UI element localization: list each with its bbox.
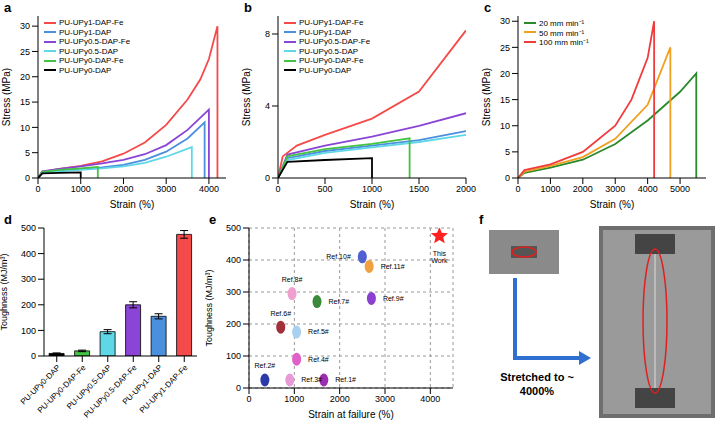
html-text:PU-UPy1-DAP-Fe: PU-UPy1-DAP-Fe — [59, 18, 124, 28]
html-text:PU-UPy1-DAP: PU-UPy1-DAP — [299, 27, 352, 37]
svg-text:4000: 4000 — [199, 184, 219, 194]
svg-text:Stress (MPa): Stress (MPa) — [1, 68, 12, 126]
svg-text:Toughness (MJ/m³): Toughness (MJ/m³) — [0, 253, 9, 330]
svg-text:Ref.9#: Ref.9# — [383, 295, 404, 302]
svg-text:100: 100 — [226, 351, 241, 361]
html-text:PU-UPy0-DAP: PU-UPy0-DAP — [59, 65, 112, 75]
svg-text:400: 400 — [226, 255, 241, 265]
svg-text:Ref.2#: Ref.2# — [255, 362, 276, 369]
svg-text:25: 25 — [500, 43, 510, 53]
svg-text:Ref.7#: Ref.7# — [329, 298, 350, 305]
svg-text:300: 300 — [21, 274, 36, 284]
html-text:PU-UPy0-DAP-Fe: PU-UPy0-DAP-Fe — [299, 56, 364, 66]
svg-text:Strain (%): Strain (%) — [350, 199, 394, 210]
svg-text:200: 200 — [21, 300, 36, 310]
svg-text:Ref.4#: Ref.4# — [308, 356, 329, 363]
svg-text:0: 0 — [35, 184, 40, 194]
html-text:d: d — [4, 212, 12, 227]
svg-text:3000: 3000 — [605, 184, 625, 194]
svg-text:Stress (MPa): Stress (MPa) — [481, 68, 492, 126]
svg-text:PU-UPy0.5-DAP: PU-UPy0.5-DAP — [65, 363, 113, 411]
svg-text:200: 200 — [226, 319, 241, 329]
svg-text:5: 5 — [505, 147, 510, 157]
html-text:100 mm min⁻¹: 100 mm min⁻¹ — [539, 38, 589, 48]
svg-text:0: 0 — [265, 173, 270, 183]
svg-text:1000: 1000 — [362, 184, 382, 194]
svg-text:1000: 1000 — [71, 184, 91, 194]
svg-text:0: 0 — [515, 184, 520, 194]
html-text:PU-UPy0-DAP: PU-UPy0-DAP — [299, 65, 352, 75]
svg-text:Toughness (MJ/m³): Toughness (MJ/m³) — [205, 269, 214, 346]
svg-text:PU-UPy0-DAP-Fe: PU-UPy0-DAP-Fe — [35, 363, 88, 415]
svg-text:4000: 4000 — [638, 184, 658, 194]
svg-text:1000: 1000 — [540, 184, 560, 194]
svg-text:PU-UPy0.5-DAP-Fe: PU-UPy0.5-DAP-Fe — [82, 363, 139, 420]
html-text:Stretched to ~ 4000%: Stretched to ~ 4000% — [500, 371, 574, 397]
svg-text:0: 0 — [25, 173, 30, 183]
svg-text:10: 10 — [20, 123, 30, 133]
svg-text:Ref.3#: Ref.3# — [301, 376, 322, 383]
svg-text:8: 8 — [265, 29, 270, 39]
html-text:20 mm min⁻¹: 20 mm min⁻¹ — [539, 19, 585, 29]
svg-text:2000: 2000 — [573, 184, 593, 194]
svg-text:0: 0 — [505, 173, 510, 183]
svg-text:0: 0 — [236, 383, 241, 393]
html-text:PU-UPy1-DAP: PU-UPy1-DAP — [59, 27, 112, 37]
svg-text:Ref.5#: Ref.5# — [308, 328, 329, 335]
html-text:a: a — [4, 0, 12, 15]
svg-text:4: 4 — [265, 101, 270, 111]
svg-text:5000: 5000 — [670, 184, 690, 194]
html-text:PU-UPy1-DAP-Fe: PU-UPy1-DAP-Fe — [299, 18, 364, 28]
svg-text:15: 15 — [500, 95, 510, 105]
svg-text:4000: 4000 — [420, 394, 440, 404]
html-text:b: b — [244, 0, 252, 15]
svg-text:1500: 1500 — [409, 184, 429, 194]
svg-text:Ref.6#: Ref.6# — [270, 310, 291, 317]
svg-text:0: 0 — [246, 394, 251, 404]
html-text:PU-UPy0.5-DAP-Fe: PU-UPy0.5-DAP-Fe — [59, 37, 131, 47]
svg-text:5: 5 — [25, 148, 30, 158]
svg-text:400: 400 — [21, 249, 36, 259]
svg-text:Strain (%): Strain (%) — [110, 199, 154, 210]
svg-text:0: 0 — [275, 184, 280, 194]
svg-text:15: 15 — [20, 97, 30, 107]
svg-text:20: 20 — [20, 72, 30, 82]
svg-text:Stress (MPa): Stress (MPa) — [241, 68, 252, 126]
svg-text:500: 500 — [226, 223, 241, 233]
svg-text:2000: 2000 — [113, 184, 133, 194]
svg-text:Strain (%): Strain (%) — [590, 199, 634, 210]
svg-text:PU-UPy0-DAP: PU-UPy0-DAP — [18, 363, 63, 407]
svg-text:PU-UPy1-DAP-Fe: PU-UPy1-DAP-Fe — [138, 363, 190, 415]
html-text:e: e — [209, 212, 217, 227]
svg-text:Ref.1#: Ref.1# — [335, 376, 356, 383]
svg-text:2000: 2000 — [330, 394, 350, 404]
svg-text:Ref.11#: Ref.11# — [381, 263, 405, 270]
html-text:50 mm min⁻¹: 50 mm min⁻¹ — [539, 28, 585, 38]
html-text:f: f — [479, 212, 484, 227]
html-text:PU-UPy0-DAP-Fe: PU-UPy0-DAP-Fe — [59, 56, 124, 66]
svg-text:Strain at failure (%): Strain at failure (%) — [308, 409, 394, 420]
svg-text:2000: 2000 — [456, 184, 476, 194]
svg-text:30: 30 — [20, 21, 30, 31]
html-text:PU-UPy0.5-DAP-Fe: PU-UPy0.5-DAP-Fe — [299, 37, 371, 47]
svg-text:Ref.10#: Ref.10# — [326, 253, 351, 260]
svg-text:1000: 1000 — [284, 394, 304, 404]
html-text:PU-UPy0.5-DAP: PU-UPy0.5-DAP — [299, 46, 359, 56]
html-text:c: c — [484, 0, 492, 15]
svg-text:500: 500 — [317, 184, 332, 194]
svg-text:300: 300 — [226, 287, 241, 297]
svg-text:500: 500 — [21, 223, 36, 233]
svg-text:10: 10 — [500, 121, 510, 131]
svg-text:100: 100 — [21, 326, 36, 336]
svg-text:ThisWork: ThisWork — [431, 250, 448, 264]
svg-text:3000: 3000 — [156, 184, 176, 194]
svg-text:3000: 3000 — [375, 394, 395, 404]
svg-text:Ref.8#: Ref.8# — [282, 276, 303, 283]
svg-text:30: 30 — [500, 16, 510, 26]
svg-text:0: 0 — [31, 351, 36, 361]
svg-text:25: 25 — [20, 47, 30, 57]
html-text:PU-UPy0.5-DAP: PU-UPy0.5-DAP — [59, 46, 119, 56]
svg-text:20: 20 — [500, 69, 510, 79]
